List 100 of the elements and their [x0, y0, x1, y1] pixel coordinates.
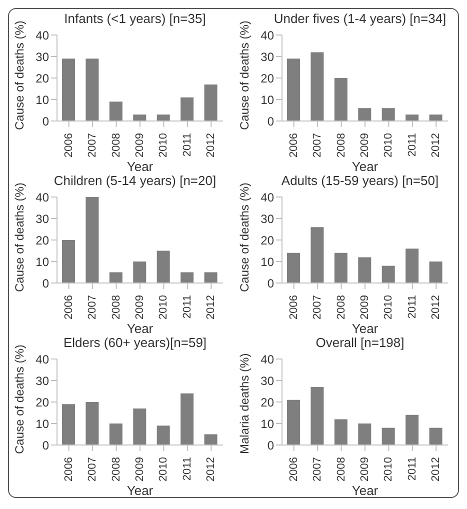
bar: [287, 252, 300, 283]
y-tick-label: 40: [36, 190, 50, 204]
bar: [204, 84, 218, 121]
x-tick-label: 2011: [406, 295, 418, 319]
chart-title: Under fives (1-4 years) [n=34]: [272, 11, 448, 28]
bar: [358, 424, 372, 445]
y-tick-label: 40: [260, 28, 274, 42]
x-tick-label: 2008: [335, 295, 348, 320]
bar: [310, 227, 324, 283]
x-tick-label: 2008: [335, 133, 348, 158]
bar: [62, 240, 75, 283]
x-tick-label: 2009: [134, 295, 146, 320]
bar: [133, 262, 146, 283]
y-tick-label: 20: [260, 395, 274, 410]
bar: [382, 428, 395, 445]
x-tick-label: 2010: [382, 295, 395, 320]
x-tick-label: 2011: [406, 457, 418, 481]
y-tick-label: 30: [260, 50, 274, 64]
bar: [358, 257, 372, 283]
x-axis-title: Year: [352, 159, 379, 174]
bar: [109, 272, 122, 283]
y-tick-label: 10: [36, 92, 50, 107]
y-tick-label: 40: [260, 352, 274, 366]
x-tick-label: 2008: [110, 133, 122, 158]
bar: [406, 414, 419, 445]
x-tick-label: 2007: [312, 295, 324, 320]
chart-title: Infants (<1 years) [n=35]: [63, 11, 207, 28]
y-axis-title: Cause of deaths (%): [237, 20, 252, 130]
x-tick-label: 2007: [86, 295, 99, 320]
bar: [287, 400, 300, 445]
bar: [156, 250, 170, 283]
y-tick-label: 0: [42, 114, 50, 128]
y-tick-label: 30: [260, 374, 274, 388]
y-tick-label: 0: [267, 438, 274, 452]
x-axis-title: Year: [126, 159, 154, 174]
x-tick-label: 2006: [62, 295, 75, 320]
y-axis-title: Malaria deaths (%): [237, 353, 252, 454]
x-tick-label: 2010: [158, 457, 170, 482]
x-tick-label: 2006: [288, 295, 300, 320]
x-tick-label: 2009: [134, 457, 146, 482]
bar: [334, 78, 348, 121]
x-tick-label: 2006: [288, 457, 300, 482]
y-tick-label: 10: [36, 416, 50, 431]
x-tick-label: 2011: [406, 133, 418, 157]
y-tick-label: 10: [36, 254, 50, 269]
bar: [180, 393, 194, 445]
chart-title: Elders (60+ years)[n=59]: [62, 335, 208, 352]
y-tick-label: 30: [36, 212, 50, 226]
y-tick-label: 30: [260, 212, 274, 226]
chart-title: Overall [n=198]: [314, 335, 406, 352]
x-tick-label: 2006: [62, 133, 75, 158]
bar: [133, 408, 146, 445]
x-tick-label: 2012: [430, 133, 442, 158]
y-tick-label: 20: [260, 71, 274, 86]
y-axis-title: Cause of deaths (%): [237, 182, 252, 292]
x-tick-label: 2007: [312, 133, 324, 158]
y-tick-label: 30: [36, 374, 50, 388]
x-axis-title: Year: [126, 483, 154, 498]
bar: [334, 252, 348, 283]
y-tick-label: 30: [36, 50, 50, 64]
bar: [180, 272, 194, 283]
bar: [358, 108, 372, 121]
x-tick-label: 2006: [288, 133, 300, 158]
x-tick-label: 2009: [359, 457, 371, 482]
bar: [204, 434, 218, 445]
y-tick-label: 40: [36, 28, 50, 42]
y-tick-label: 0: [42, 276, 50, 290]
x-tick-label: 2006: [62, 457, 75, 482]
y-tick-label: 40: [36, 352, 50, 366]
bar: [429, 428, 442, 445]
x-tick-label: 2009: [359, 295, 371, 320]
y-tick-label: 20: [36, 233, 50, 248]
x-axis-title: Year: [352, 321, 379, 336]
y-tick-label: 10: [260, 416, 274, 431]
x-tick-label: 2010: [158, 295, 170, 320]
y-tick-label: 40: [260, 190, 274, 204]
x-tick-label: 2009: [359, 133, 371, 158]
y-axis-title: Cause of deaths (%): [12, 344, 26, 454]
x-tick-label: 2007: [86, 457, 99, 482]
y-tick-label: 10: [260, 92, 274, 107]
bar: [310, 386, 324, 445]
x-tick-label: 2008: [110, 295, 122, 320]
bar: [406, 248, 419, 283]
x-axis-title: Year: [126, 321, 154, 336]
x-tick-label: 2012: [430, 457, 442, 482]
bar: [429, 114, 442, 121]
bar: [204, 272, 218, 283]
x-tick-label: 2012: [205, 295, 218, 320]
bar: [406, 114, 419, 121]
bar: [109, 102, 122, 121]
x-tick-label: 2012: [430, 295, 442, 320]
x-tick-label: 2009: [134, 133, 146, 158]
bar: [382, 266, 395, 283]
y-tick-label: 0: [267, 114, 274, 128]
bar: [180, 97, 194, 121]
bar: [62, 58, 75, 121]
x-axis-title: Year: [352, 483, 379, 498]
bar: [62, 404, 75, 445]
bar: [156, 114, 170, 121]
bar: [109, 424, 122, 445]
